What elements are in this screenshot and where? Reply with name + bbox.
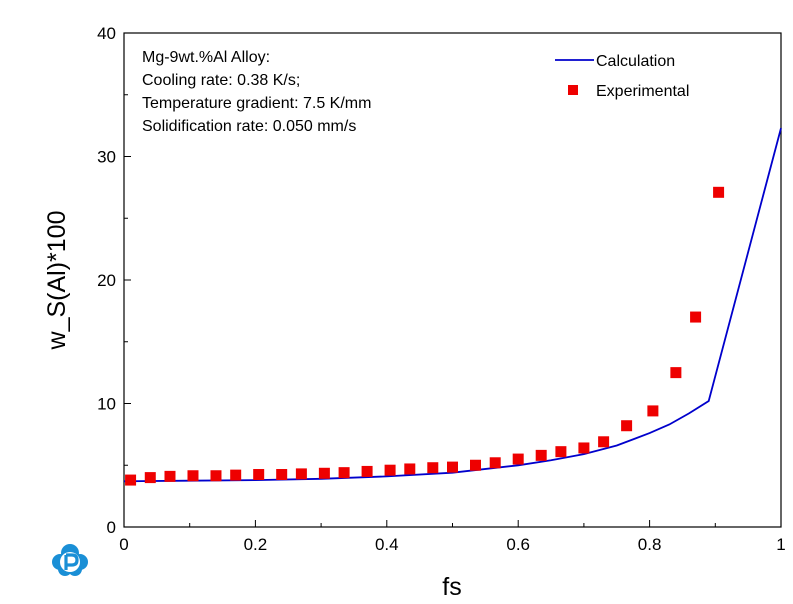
- experimental-point: [187, 470, 199, 482]
- y-tick-label: 20: [97, 271, 116, 290]
- x-tick-label: 0.8: [638, 535, 662, 554]
- annotation-line: Mg-9wt.%Al Alloy:: [142, 49, 270, 66]
- y-axis: 0 10 20 30 40: [97, 24, 131, 537]
- experimental-point: [404, 463, 416, 475]
- experimental-series: [125, 186, 725, 486]
- experimental-point: [621, 420, 633, 432]
- experimental-point: [144, 472, 156, 484]
- experimental-point: [276, 469, 288, 481]
- experimental-point: [338, 467, 350, 479]
- experimental-point: [598, 436, 610, 448]
- experimental-point: [210, 470, 222, 482]
- y-axis-label: w_S(Al)*100: [43, 211, 71, 351]
- experimental-point: [469, 459, 481, 471]
- p-logo-icon: [52, 544, 88, 576]
- experimental-point: [647, 405, 659, 417]
- legend: Calculation Experimental: [555, 53, 689, 100]
- experimental-point: [125, 474, 137, 486]
- x-tick-label: 0: [119, 535, 128, 554]
- x-axis: 0 0.2 0.4 0.6 0.8 1: [119, 520, 786, 554]
- experimental-point: [384, 464, 396, 476]
- experimental-point: [512, 453, 524, 465]
- experimental-point: [713, 186, 725, 198]
- experimental-point: [670, 367, 682, 379]
- experimental-point: [427, 462, 439, 474]
- x-axis-label: fs: [442, 573, 461, 601]
- legend-square-swatch: [568, 85, 578, 95]
- experimental-point: [318, 467, 330, 479]
- annotation-line: Temperature gradient: 7.5 K/mm: [142, 95, 371, 112]
- calculation-line: [123, 127, 782, 483]
- x-tick-label: 0.6: [506, 535, 530, 554]
- experimental-point: [489, 457, 501, 469]
- calculation-series: [123, 127, 782, 483]
- legend-label-experimental: Experimental: [596, 83, 689, 100]
- annotation-line: Cooling rate: 0.38 K/s;: [142, 72, 300, 89]
- experimental-point: [253, 469, 265, 481]
- experimental-point: [555, 446, 567, 458]
- experimental-point: [690, 311, 702, 323]
- x-tick-label: 1: [776, 535, 785, 554]
- experimental-point: [361, 465, 373, 477]
- y-tick-label: 0: [107, 518, 116, 537]
- y-tick-label: 40: [97, 24, 116, 43]
- experimental-point: [447, 461, 458, 473]
- experimental-point: [578, 442, 590, 454]
- experimental-point: [295, 468, 307, 480]
- experimental-point: [164, 470, 176, 482]
- x-tick-label: 0.4: [375, 535, 399, 554]
- y-tick-label: 30: [97, 148, 116, 167]
- experimental-point: [535, 449, 547, 461]
- experimental-point: [230, 469, 242, 481]
- annotation-line: Solidification rate: 0.050 mm/s: [142, 118, 356, 135]
- y-tick-label: 10: [97, 395, 116, 414]
- x-tick-label: 0.2: [244, 535, 268, 554]
- legend-label-calculation: Calculation: [596, 53, 675, 70]
- annotation: Mg-9wt.%Al Alloy: Cooling rate: 0.38 K/s…: [142, 49, 371, 135]
